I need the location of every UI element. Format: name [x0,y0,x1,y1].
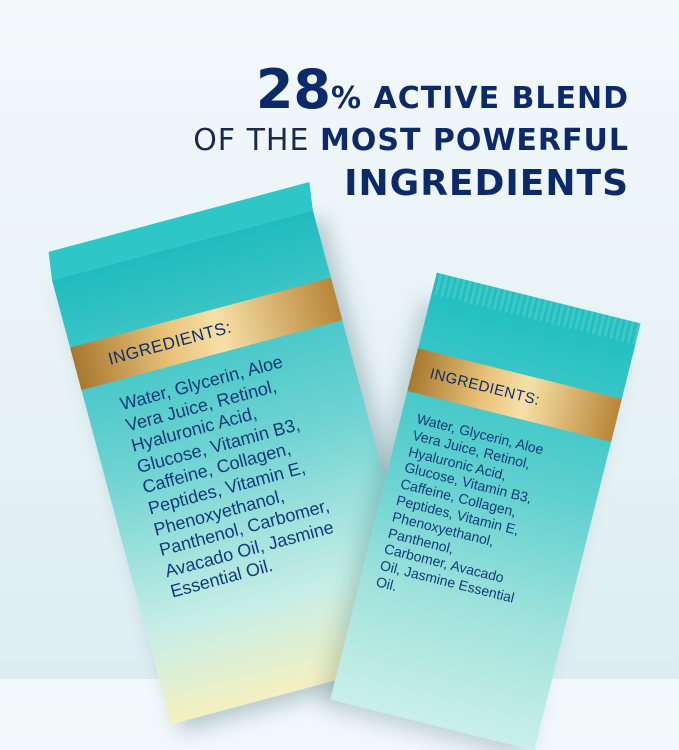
tube-crimp [431,272,641,345]
headline: 28% ACTIVE BLEND OF THE MOST POWERFUL IN… [193,63,629,207]
headline-line2-bold: MOST POWERFUL [319,123,629,158]
box-top-flap [48,182,313,280]
headline-number: 28 [255,58,331,121]
box-ingredients-label: INGREDIENTS: [106,317,234,369]
headline-percent: % [330,81,363,116]
product-tube: INGREDIENTS: Water, Glycerin, Aloe Vera … [330,272,641,750]
headline-line1: ACTIVE BLEND [373,81,629,116]
headline-line2-light: OF THE [193,123,310,158]
tube-ingredients-list: Water, Glycerin, Aloe Vera Juice, Retino… [374,410,546,606]
headline-line3: INGREDIENTS [344,163,629,204]
box-ingredients-list: Water, Glycerin, Aloe Vera Juice, Retino… [117,351,336,602]
